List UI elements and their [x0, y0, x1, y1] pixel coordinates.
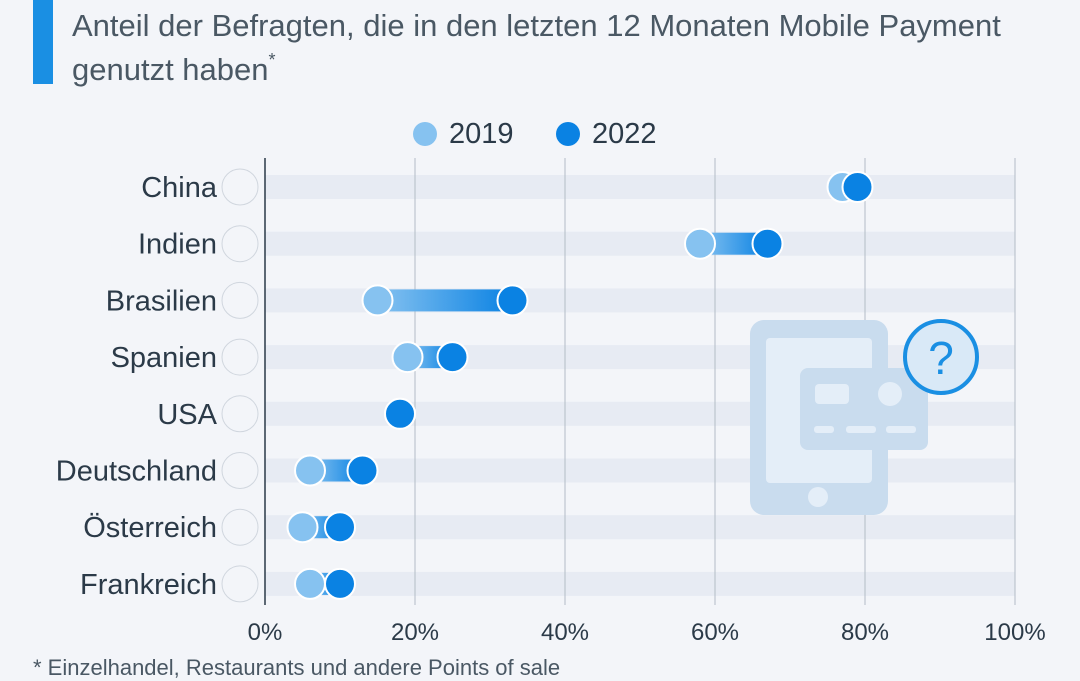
phone-home-button-icon [808, 487, 828, 507]
point-2022 [496, 284, 529, 317]
point-2022 [324, 567, 356, 600]
x-tick-label: 100% [984, 619, 1045, 646]
point-2022 [751, 227, 784, 260]
legend-item-2019: 2019 [413, 114, 514, 154]
legend-label-2022: 2022 [592, 117, 657, 150]
svg-text:★: ★ [236, 188, 241, 195]
country-label: USA [157, 399, 217, 431]
flag-border [221, 338, 259, 376]
x-tick-label: 20% [391, 619, 439, 646]
chart-title: Anteil der Befragten, die in den letzten… [72, 8, 1001, 87]
mobile-payment-illustration: ? [750, 319, 979, 515]
legend: 2019 2022 [0, 114, 1080, 154]
point-2019 [294, 454, 326, 487]
range-bar [700, 232, 768, 255]
flag-border [221, 225, 259, 263]
flag-border [221, 565, 259, 603]
svg-text:★: ★ [236, 174, 241, 181]
point-2019 [391, 341, 424, 374]
country-label: Deutschland [56, 456, 217, 488]
legend-swatch-2019 [413, 122, 437, 146]
point-2022 [384, 397, 416, 430]
x-tick-label: 80% [841, 619, 889, 646]
point-2022 [324, 511, 356, 544]
x-tick-label: 60% [691, 619, 739, 646]
x-tick-label: 0% [248, 619, 283, 646]
point-2022 [841, 171, 874, 203]
point-2019 [286, 511, 319, 544]
card-logo-icon [878, 382, 902, 406]
card-number-icon [814, 426, 834, 433]
card-number-icon [846, 426, 876, 433]
legend-item-2022: 2022 [556, 114, 657, 154]
point-2019 [684, 227, 716, 260]
point-2019 [361, 284, 394, 317]
title-footnote-mark: * [268, 50, 276, 70]
row-band [265, 231, 1015, 256]
country-label: Brasilien [106, 285, 217, 317]
range-bar [377, 289, 513, 312]
country-label: China [141, 172, 218, 204]
footnote: * Einzelhandel, Restaurants und andere P… [33, 655, 561, 680]
row-band [265, 458, 1015, 483]
row-band [265, 571, 1015, 596]
legend-label-2019: 2019 [449, 117, 514, 150]
legend-swatch-2022 [556, 122, 580, 146]
card-number-icon [886, 426, 916, 433]
svg-text:★: ★ [240, 178, 245, 185]
country-label: Spanien [111, 342, 217, 374]
flag-border [221, 395, 259, 433]
country-label: Frankreich [80, 569, 217, 601]
accent-bar [33, 0, 53, 84]
flag-border [221, 508, 259, 546]
x-tick-label: 40% [541, 619, 589, 646]
row-band [265, 345, 1015, 370]
flag-border [221, 281, 259, 319]
flag-border [221, 168, 259, 206]
row-band [265, 515, 1015, 540]
point-2022 [346, 454, 379, 487]
question-mark-icon [903, 319, 979, 395]
svg-text:★: ★ [240, 184, 245, 191]
country-label: Indien [138, 229, 217, 261]
card-chip-icon [815, 384, 849, 404]
svg-text:?: ? [928, 332, 954, 384]
country-label: Österreich [83, 512, 217, 544]
row-band [265, 175, 1015, 199]
credit-card-icon [800, 368, 928, 450]
flag-border [221, 452, 259, 489]
point-2019 [294, 567, 326, 600]
point-2022 [436, 341, 469, 374]
